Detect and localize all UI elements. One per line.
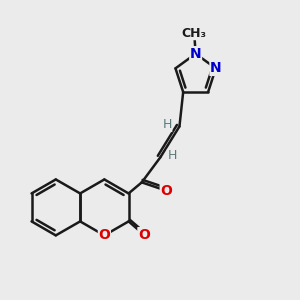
Text: N: N — [190, 47, 202, 61]
Text: H: H — [162, 118, 172, 131]
Text: H: H — [167, 149, 177, 162]
Text: O: O — [160, 184, 172, 198]
Text: CH₃: CH₃ — [182, 27, 207, 40]
Text: O: O — [138, 228, 150, 242]
Text: N: N — [210, 61, 222, 75]
Text: O: O — [98, 228, 110, 242]
